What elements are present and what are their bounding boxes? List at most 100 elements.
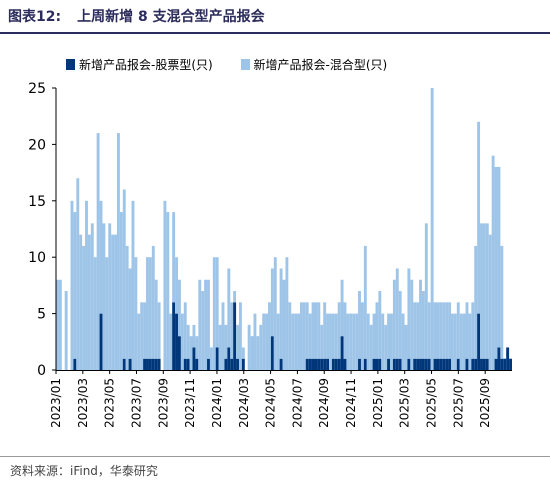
bar-equity <box>172 302 176 370</box>
bar-mixed <box>253 313 257 370</box>
bar-mixed <box>448 302 451 359</box>
bar-mixed <box>70 200 74 370</box>
bar-equity <box>506 347 510 370</box>
bar-mixed <box>119 212 123 370</box>
bar-mixed <box>355 313 359 370</box>
legend-swatch-equity <box>66 59 75 70</box>
bar-mixed <box>302 302 306 370</box>
bar-mixed <box>128 268 132 359</box>
bar-mixed <box>207 279 210 359</box>
title-rule <box>0 32 550 34</box>
bar-mixed <box>410 279 414 370</box>
bar-mixed <box>465 302 469 359</box>
y-tick-label: 20 <box>28 137 46 153</box>
bar-mixed <box>456 302 460 359</box>
bar-mixed <box>297 313 300 370</box>
bar-mixed <box>192 324 196 348</box>
bar-mixed <box>294 313 298 370</box>
bar-equity <box>148 358 152 370</box>
bar-mixed <box>453 313 457 370</box>
bar-mixed <box>131 200 135 370</box>
bar-mixed <box>125 245 129 370</box>
bar-equity <box>448 358 451 370</box>
bar-mixed <box>195 336 199 359</box>
bar-mixed <box>480 223 483 359</box>
bar-mixed <box>381 313 385 370</box>
bar-mixed <box>413 302 417 359</box>
bar-mixed <box>157 302 161 359</box>
bar-mixed <box>82 245 86 370</box>
y-tick-label: 25 <box>28 81 46 97</box>
bar-equity <box>177 336 181 370</box>
bar-equity <box>326 358 330 370</box>
bar-mixed <box>500 245 504 359</box>
bar-mixed <box>175 257 178 314</box>
bar-mixed <box>177 279 181 337</box>
bar-equity <box>474 358 478 370</box>
bar-mixed <box>122 189 126 359</box>
bar-mixed <box>166 212 170 370</box>
bar-equity <box>195 358 199 370</box>
bar-equity <box>207 358 210 370</box>
bar-mixed <box>111 234 115 370</box>
bar-equity <box>445 358 449 370</box>
bar-mixed <box>485 223 489 359</box>
bar-equity <box>154 358 158 370</box>
bar-mixed <box>421 291 425 359</box>
bar-equity <box>413 358 417 370</box>
bar-equity <box>175 313 178 370</box>
bar-mixed <box>276 313 280 370</box>
bar-mixed <box>189 336 193 370</box>
x-tick-label: 2025/05 <box>425 378 439 428</box>
x-tick-label: 2023/05 <box>103 378 117 428</box>
bar-mixed <box>482 223 486 359</box>
bar-mixed <box>105 257 109 370</box>
bar-mixed <box>56 279 59 370</box>
bar-mixed <box>378 291 382 359</box>
bar-mixed <box>401 313 405 370</box>
bar-equity <box>151 358 155 370</box>
bar-mixed <box>323 302 327 359</box>
bar-mixed <box>186 324 190 359</box>
y-tick-label: 0 <box>37 363 46 379</box>
bar-mixed <box>148 257 152 359</box>
bar-equity <box>236 358 239 370</box>
bar-mixed <box>427 302 431 359</box>
bar-equity <box>363 358 367 370</box>
bar-mixed <box>459 313 463 370</box>
bar-mixed <box>99 200 103 314</box>
bars-group <box>56 88 512 370</box>
bar-mixed <box>375 302 379 359</box>
bar-equity <box>224 358 228 370</box>
y-tick-label: 15 <box>28 194 46 210</box>
bar-mixed <box>58 279 62 370</box>
bar-equity <box>378 358 382 370</box>
bar-mixed <box>250 336 254 370</box>
bar-mixed <box>352 313 356 370</box>
figure-title-text: 上周新增 8 支混合型产品报会 <box>77 9 265 25</box>
source-note: 资料来源：iFind，华泰研究 <box>10 464 158 478</box>
bar-mixed <box>169 313 173 370</box>
bar-equity <box>311 358 315 370</box>
bar-equity <box>230 358 234 370</box>
bar-mixed <box>424 223 428 359</box>
bar-mixed <box>349 313 353 370</box>
bar-mixed <box>270 268 274 337</box>
bar-mixed <box>146 257 149 359</box>
bar-mixed <box>288 302 292 370</box>
bar-mixed <box>218 324 222 370</box>
bar-equity <box>395 358 399 370</box>
bar-mixed <box>227 268 231 348</box>
bar-mixed <box>247 324 251 370</box>
x-tick-label: 2023/01 <box>49 378 63 428</box>
bar-equity <box>465 358 469 370</box>
bar-equity <box>334 358 338 370</box>
bar-mixed <box>79 234 83 370</box>
x-tick-label: 2024/07 <box>290 378 304 428</box>
bar-equity <box>157 358 161 370</box>
bar-mixed <box>337 302 341 359</box>
bar-equity <box>477 313 481 370</box>
bar-equity <box>485 358 489 370</box>
bar-equity <box>439 358 443 370</box>
bar-mixed <box>241 347 245 359</box>
